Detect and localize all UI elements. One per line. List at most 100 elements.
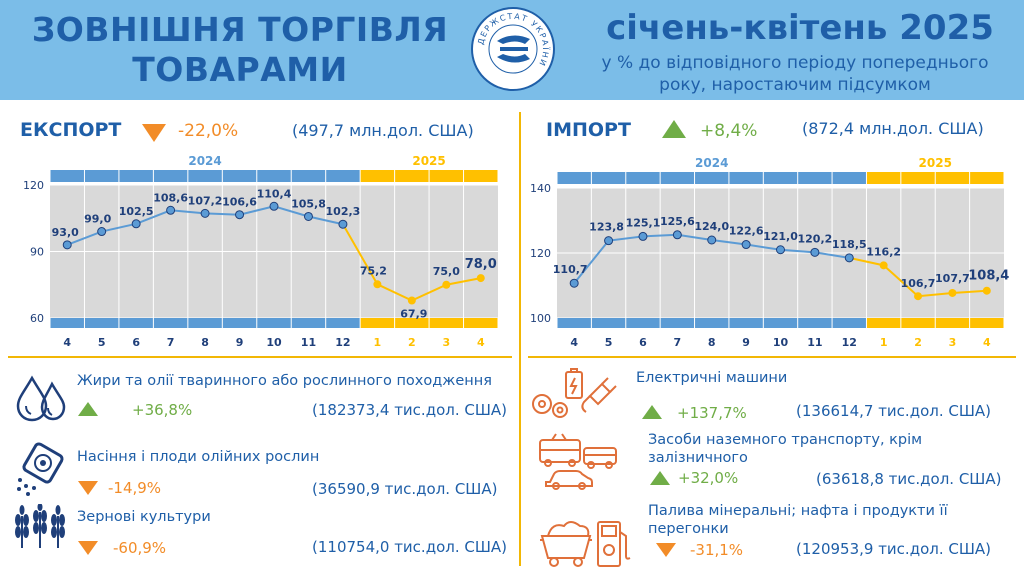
month-band-segment: [153, 318, 188, 328]
data-point: [62, 240, 72, 250]
x-tick-label: 10: [773, 336, 789, 349]
export-volume: (497,7 млн.дол. США): [292, 121, 474, 140]
year-label-2025: 2025: [412, 154, 445, 168]
import-volume: (872,4 млн.дол. США): [802, 119, 984, 138]
year-band-segment: [395, 170, 429, 182]
export-item-3-down-arrow-icon: [78, 541, 98, 555]
data-point: [269, 201, 279, 211]
year-band-segment: [50, 170, 84, 182]
month-band-segment: [119, 318, 153, 328]
import-up-arrow-icon: [662, 120, 686, 138]
export-item-1-label: Жири та олії тваринного або рослинного п…: [77, 373, 492, 389]
data-point: [235, 210, 245, 220]
data-label: 75,0: [433, 265, 460, 278]
x-tick-label: 7: [674, 336, 682, 349]
import-item-3-label-line-1: Палива мінеральні; нафта і продукти її: [648, 503, 948, 519]
data-label: 107,7: [935, 272, 970, 285]
month-band-segment: [970, 318, 1004, 328]
month-band-segment: [395, 318, 429, 328]
year-band-segment: [360, 170, 395, 182]
year-band-segment: [119, 170, 153, 182]
import-item-3-down-arrow-icon: [656, 543, 676, 557]
month-band-segment: [935, 318, 970, 328]
export-item-3-change: -60,9%: [113, 539, 167, 557]
month-band-segment: [188, 318, 222, 328]
import-item-3-label-line-2: перегонки: [648, 521, 729, 537]
period-title: січень-квітень 2025: [606, 8, 994, 48]
x-tick-label: 11: [807, 336, 822, 349]
year-band-segment: [798, 172, 832, 184]
subtitle-line-1: у % до відповідного періоду попереднього: [601, 53, 989, 73]
export-change: -22,0%: [178, 121, 239, 141]
month-band-segment: [901, 318, 935, 328]
year-label-2024: 2024: [188, 154, 221, 168]
x-tick-label: 1: [374, 336, 382, 349]
y-tick-label: 140: [530, 182, 551, 195]
data-label: 102,5: [119, 205, 154, 218]
month-band-segment: [84, 318, 119, 328]
y-tick-label: 60: [30, 312, 44, 325]
year-band-segment: [695, 172, 729, 184]
fuel-icon: [540, 521, 631, 567]
data-label: 106,7: [901, 277, 936, 290]
year-band-segment: [257, 170, 291, 182]
year-band-segment: [429, 170, 464, 182]
y-tick-label: 100: [530, 312, 551, 325]
x-tick-label: 12: [842, 336, 857, 349]
data-point: [131, 219, 141, 229]
year-band-segment: [626, 172, 660, 184]
x-tick-label: 4: [63, 336, 71, 349]
data-label: 108,6: [153, 191, 188, 204]
export-item-1-up-arrow-icon: [78, 402, 98, 416]
data-point: [672, 230, 682, 240]
electric-machines-icon: [532, 368, 617, 418]
x-tick-label: 2: [408, 336, 416, 349]
x-tick-label: 9: [742, 336, 750, 349]
import-change: +8,4%: [700, 121, 758, 141]
data-label: 110,4: [257, 187, 292, 200]
export-item-3-value: (110754,0 тис.дол. США): [312, 538, 507, 556]
year-band-segment: [935, 172, 970, 184]
month-band-segment: [660, 318, 695, 328]
data-point: [303, 211, 313, 221]
data-label: 118,5: [832, 238, 867, 251]
import-item-3-value: (120953,9 тис.дол. США): [796, 540, 991, 558]
data-point: [200, 208, 210, 218]
data-label: 125,6: [660, 215, 695, 228]
seeds-icon: [17, 442, 64, 496]
month-band-segment: [866, 318, 901, 328]
data-label: 125,1: [626, 216, 661, 229]
month-band-segment: [798, 318, 832, 328]
year-band-segment: [188, 170, 222, 182]
data-point: [373, 280, 382, 289]
page-title: ЗОВНІШНЯ ТОРГІВЛЯ ТОВАРАМИ: [20, 10, 460, 90]
x-tick-label: 5: [98, 336, 106, 349]
month-band-segment: [291, 318, 326, 328]
data-point: [638, 231, 648, 241]
data-point: [476, 274, 485, 283]
month-band-segment: [729, 318, 763, 328]
data-point: [707, 235, 717, 245]
export-item-1-value: (182373,4 тис.дол. США): [312, 401, 507, 419]
data-point: [741, 240, 751, 250]
month-band-segment: [626, 318, 660, 328]
data-point: [844, 253, 854, 263]
x-tick-label: 6: [132, 336, 140, 349]
import-item-2-label: Засоби наземного транспорту, крім залізн…: [648, 431, 922, 467]
year-band-segment: [222, 170, 257, 182]
title-line-2: ТОВАРАМИ: [132, 50, 348, 89]
year-band-segment: [970, 172, 1004, 184]
data-label: 75,2: [360, 264, 387, 277]
data-point: [879, 261, 888, 270]
period-subtitle: у % до відповідного періоду попереднього…: [570, 52, 1020, 96]
year-band-segment: [660, 172, 695, 184]
y-tick-label: 120: [530, 247, 551, 260]
oil-drops-icon: [16, 375, 66, 422]
month-band-segment: [832, 318, 866, 328]
import-item-2-value: (63618,8 тис.дол. США): [816, 470, 1002, 488]
data-point: [442, 280, 451, 289]
data-label: 105,8: [291, 197, 326, 210]
export-item-2-label: Насіння і плоди олійних рослин: [77, 449, 320, 465]
import-item-3-label: Палива мінеральні; нафта і продукти її п…: [648, 502, 948, 538]
